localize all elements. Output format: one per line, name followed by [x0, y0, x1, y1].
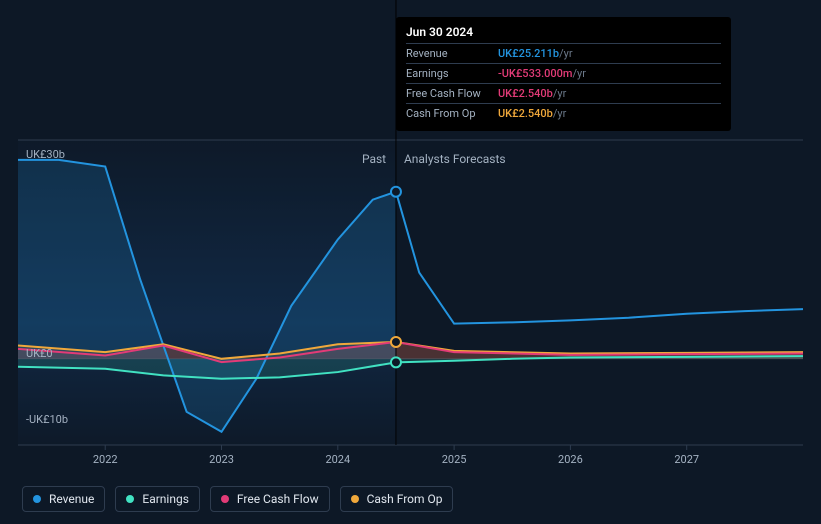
past-period-label: Past	[362, 152, 386, 166]
legend-label: Earnings	[142, 492, 189, 506]
tooltip-metric-value: UK£2.540b	[498, 107, 553, 120]
x-axis-tick-label: 2022	[93, 453, 118, 466]
legend-dot-icon	[221, 495, 229, 503]
tooltip-metric-label: Revenue	[406, 47, 498, 60]
tooltip-row: Earnings-UK£533.000m /yr	[406, 63, 721, 83]
tooltip-row: Cash From OpUK£2.540b /yr	[406, 103, 721, 123]
chart-legend: Revenue Earnings Free Cash Flow Cash From O…	[22, 486, 453, 512]
forecast-period-label: Analysts Forecasts	[404, 152, 506, 166]
tooltip-unit: /yr	[553, 87, 566, 100]
tooltip-unit: /yr	[572, 67, 585, 80]
legend-label: Cash From Op	[367, 492, 443, 506]
y-axis-tick-label: -UK£10b	[26, 413, 68, 426]
legend-label: Revenue	[49, 492, 94, 506]
tooltip-metric-label: Free Cash Flow	[406, 87, 498, 100]
x-axis-tick-label: 2023	[209, 453, 234, 466]
tooltip-unit: /yr	[559, 47, 572, 60]
legend-item-earnings[interactable]: Earnings	[115, 486, 200, 512]
legend-dot-icon	[126, 495, 134, 503]
y-axis-tick-label: UK£0	[26, 347, 53, 360]
x-axis-tick-label: 2026	[558, 453, 583, 466]
legend-dot-icon	[351, 495, 359, 503]
legend-label: Free Cash Flow	[237, 492, 319, 506]
tooltip-metric-label: Cash From Op	[406, 107, 498, 120]
x-axis-tick-label: 2027	[674, 453, 699, 466]
tooltip-metric-label: Earnings	[406, 67, 498, 80]
y-axis-tick-label: UK£30b	[26, 148, 65, 161]
tooltip-unit: /yr	[553, 107, 566, 120]
tooltip-date: Jun 30 2024	[406, 25, 721, 43]
x-axis-tick-label: 2025	[442, 453, 467, 466]
tooltip-metric-value: UK£2.540b	[498, 87, 553, 100]
tooltip-row: Free Cash FlowUK£2.540b /yr	[406, 83, 721, 103]
legend-dot-icon	[33, 495, 41, 503]
x-axis-tick-label: 2024	[325, 453, 350, 466]
tooltip-metric-value: UK£25.211b	[498, 47, 559, 60]
tooltip-metric-value: -UK£533.000m	[498, 67, 573, 80]
legend-item-revenue[interactable]: Revenue	[22, 486, 105, 512]
legend-item-cash-from-op[interactable]: Cash From Op	[340, 486, 454, 512]
chart-tooltip: Jun 30 2024 RevenueUK£25.211b /yrEarning…	[396, 17, 731, 131]
legend-item-free-cash-flow[interactable]: Free Cash Flow	[210, 486, 330, 512]
tooltip-row: RevenueUK£25.211b /yr	[406, 43, 721, 63]
